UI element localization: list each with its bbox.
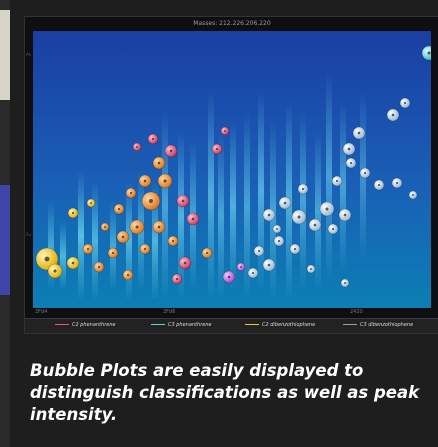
signal-streak — [92, 181, 98, 301]
bubble-center — [44, 256, 50, 262]
bubble-center — [325, 207, 329, 211]
signal-streak — [326, 71, 332, 281]
y-tick-2: 2ʼ — [26, 231, 33, 237]
bubble-center — [157, 161, 161, 165]
signal-streak — [230, 121, 236, 291]
bubble-center — [377, 183, 381, 187]
bubble-center — [136, 146, 138, 148]
bubble-center — [395, 181, 399, 185]
bubble-center — [310, 268, 312, 270]
bubble-center — [129, 191, 133, 195]
bubble-center — [267, 263, 271, 267]
bubble-center — [97, 265, 101, 269]
bubble-center — [215, 147, 219, 151]
signal-streak — [126, 181, 132, 301]
legend-item-c2-dibenzothiophene: C2 dibenzothiophene — [245, 322, 315, 328]
bubble-center — [143, 179, 147, 183]
bubble-center — [143, 247, 147, 251]
bubble-center — [135, 225, 139, 229]
signal-streak — [300, 111, 306, 291]
bubble-center — [335, 179, 339, 183]
bubble-center — [175, 277, 179, 281]
signal-streak — [178, 131, 184, 301]
bubble-center — [412, 194, 414, 196]
x-tick-3: 2420 — [350, 309, 363, 315]
bubble-center — [297, 215, 301, 219]
legend-item-c3-dibenzothiophene: C3 dibenzothiophene — [343, 322, 413, 328]
bubble-center — [363, 171, 367, 175]
bubble-plot-window: Masses: 212.226.206.220 — [24, 16, 438, 334]
bubble-center — [227, 275, 231, 279]
bubble-center — [240, 266, 242, 268]
signal-streak — [340, 101, 346, 271]
bubble-center — [343, 213, 347, 217]
plot-title: Masses: 212.226.206.220 — [193, 20, 271, 27]
bubble-center — [117, 207, 121, 211]
y-tick-1: 3ʼ — [26, 51, 33, 57]
plot-area: 3ʼ 2ʼ — [26, 31, 437, 308]
left-panel-top — [0, 10, 12, 100]
signal-streak — [60, 221, 66, 291]
bubble-center — [347, 147, 351, 151]
x-tick-1: 2Fd4 — [35, 309, 48, 315]
bubble-center — [403, 101, 407, 105]
signal-streak — [258, 91, 264, 291]
bubbles — [35, 45, 437, 288]
signal-streak — [78, 171, 84, 301]
bubble-center — [191, 217, 195, 221]
bubble-center — [171, 239, 175, 243]
caption-text: Bubble Plots are easily displayed to dis… — [30, 361, 420, 424]
legend-item-c2-phenanthrene: C2 phenanthrene — [55, 322, 116, 328]
bubble-center — [126, 273, 130, 277]
left-window-strip — [0, 0, 12, 447]
bubble-center — [224, 130, 226, 132]
bubble-center — [151, 137, 155, 141]
bubble-center — [251, 271, 255, 275]
bubble-center — [276, 228, 278, 230]
figure-card: Masses: 212.226.206.220 — [10, 0, 438, 447]
bubble-center — [86, 247, 90, 251]
bubble-center — [121, 235, 125, 239]
bubble-center — [169, 149, 173, 153]
signal-streak — [315, 131, 321, 291]
bubble-center — [357, 131, 361, 135]
bubble-plot-svg — [33, 31, 437, 308]
bubble-center — [257, 249, 261, 253]
signal-streak — [152, 181, 158, 301]
signal-streak — [110, 201, 116, 291]
bubble-center — [283, 201, 287, 205]
left-panel-blue — [0, 185, 12, 295]
bubble-center — [349, 161, 353, 165]
bubble-center — [183, 261, 187, 265]
bubble-center — [344, 282, 346, 284]
bubble-center — [181, 199, 185, 203]
signal-streak — [162, 111, 168, 301]
bubble-center — [267, 213, 271, 217]
bubble-center — [331, 227, 335, 231]
bubble-center — [163, 179, 167, 183]
bubble-center — [427, 51, 431, 55]
bubble-center — [53, 269, 57, 273]
signal-streak — [48, 201, 54, 291]
bubble-center — [205, 251, 209, 255]
bubble-center — [293, 247, 297, 251]
legend-item-c3-phenanthrene: C3 phenanthrene — [151, 322, 212, 328]
plot-legend: C2 phenanthrene C3 phenanthrene C2 diben… — [25, 318, 438, 333]
bubble-center — [111, 251, 115, 255]
x-tick-2: 2Fd6 — [163, 309, 176, 315]
bubble-center — [313, 223, 317, 227]
signal-streak — [244, 111, 250, 301]
bubble-center — [71, 261, 75, 265]
bubble-center — [149, 199, 153, 203]
bubble-center — [90, 202, 92, 204]
signal-streak — [208, 91, 214, 301]
signal-streak — [218, 131, 224, 301]
bubble-center — [104, 226, 106, 228]
bubble-center — [391, 113, 395, 117]
bubble-center — [157, 225, 161, 229]
bubble-center — [301, 187, 305, 191]
bubble-center — [71, 211, 75, 215]
bubble-center — [277, 239, 281, 243]
